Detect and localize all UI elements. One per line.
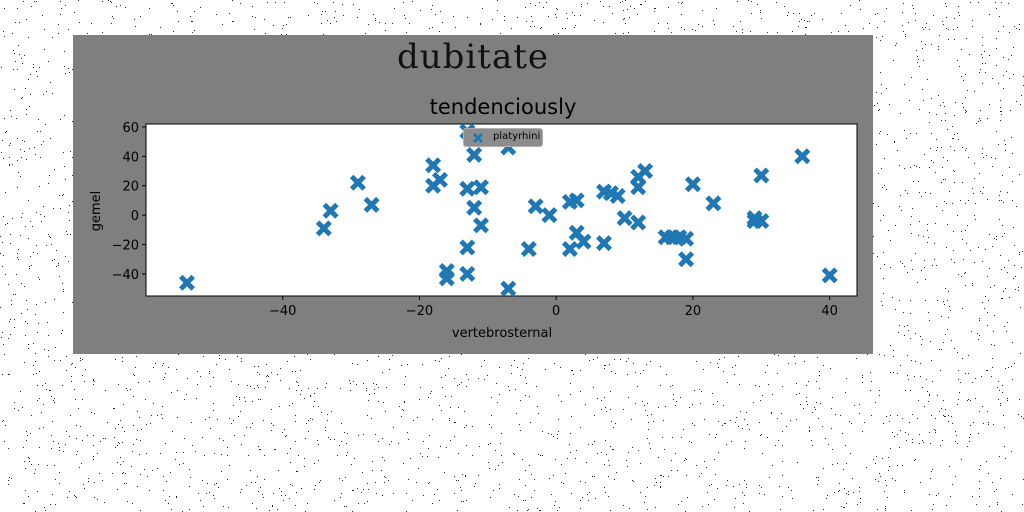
data-point-marker <box>438 270 455 287</box>
x-tick-label: 0 <box>552 304 560 319</box>
data-point-marker <box>322 202 339 219</box>
data-point-marker <box>678 251 695 268</box>
data-point-marker <box>821 267 838 284</box>
y-tick-label: −40 <box>112 268 139 283</box>
x-tick-label: −40 <box>269 304 296 319</box>
data-point-marker <box>541 207 558 224</box>
data-points <box>179 123 838 297</box>
legend-label: platyrhini <box>493 131 541 142</box>
data-point-marker <box>432 171 448 188</box>
legend: platyrhini <box>463 128 543 147</box>
scatter-plot: −40 −20 0 20 40 −40 −20 0 20 40 60 vertebrosternal… <box>89 121 858 341</box>
y-tick-label: 40 <box>122 150 139 165</box>
data-point-marker <box>315 220 332 237</box>
data-point-marker <box>753 213 770 229</box>
data-point-marker <box>425 157 442 174</box>
data-point-marker <box>520 241 537 257</box>
data-point-marker <box>794 148 811 165</box>
data-point-marker <box>349 174 366 191</box>
data-point-marker <box>466 199 483 216</box>
data-point-marker <box>473 217 489 234</box>
y-axis-label: gemel <box>89 191 104 232</box>
data-point-marker <box>363 196 380 213</box>
data-point-marker <box>527 198 544 215</box>
data-point-marker <box>459 265 476 282</box>
x-tick-label: −20 <box>406 304 433 319</box>
data-point-marker <box>630 179 647 196</box>
data-point-marker <box>637 163 654 179</box>
data-point-marker <box>568 192 585 209</box>
data-point-marker <box>630 214 647 231</box>
data-point-marker <box>596 235 612 252</box>
data-point-marker <box>179 274 195 291</box>
chart-figure: dubitate tendenciously −40 −20 0 20 40 −40 −20… <box>73 35 873 354</box>
x-tick-label: 20 <box>685 304 702 319</box>
data-point-marker <box>753 167 770 184</box>
data-point-marker <box>459 180 476 197</box>
data-point-marker <box>473 179 489 196</box>
y-tick-label: 60 <box>122 121 139 136</box>
data-point-marker <box>684 176 701 193</box>
data-point-marker <box>575 233 592 250</box>
data-point-marker <box>609 188 626 204</box>
data-point-marker <box>500 280 517 297</box>
data-point-marker <box>459 239 476 256</box>
plot-area <box>145 123 858 297</box>
data-point-marker <box>616 210 633 227</box>
x-axis-label: vertebrosternal <box>452 326 552 341</box>
y-tick-label: −20 <box>112 239 139 254</box>
y-tick-label: 0 <box>131 209 139 224</box>
x-tick-label: 40 <box>821 304 838 319</box>
data-point-marker <box>466 146 483 163</box>
data-point-marker <box>705 195 722 212</box>
axis-ticks: −40 −20 0 20 40 −40 −20 0 20 40 60 <box>112 121 838 319</box>
data-point-marker <box>678 230 695 247</box>
legend-marker-x-icon <box>473 133 483 143</box>
y-tick-label: 20 <box>122 180 139 195</box>
data-point-marker <box>561 241 578 257</box>
axes-title: tendenciously <box>429 95 577 119</box>
figure-suptitle: dubitate <box>396 37 550 77</box>
